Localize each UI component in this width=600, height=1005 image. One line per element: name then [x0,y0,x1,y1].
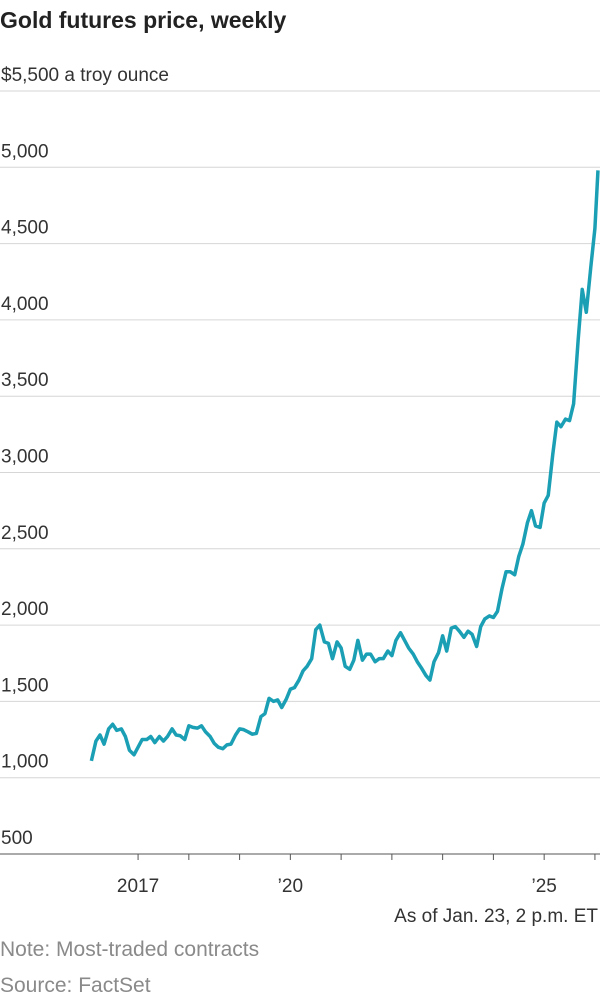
y-tick-label: 4,500 [1,218,49,239]
x-tick-label: ’20 [278,876,303,897]
chart-title: Gold futures price, weekly [0,7,287,33]
y-tick-label: 1,000 [1,752,49,773]
y-tick-label: 3,000 [1,447,49,468]
y-tick-label: 3,500 [1,370,49,391]
y-tick-label: 1,500 [1,675,49,696]
y-tick-label: 2,500 [1,523,49,544]
y-tick-label: 2,000 [1,599,49,620]
y-tick-label: 4,000 [1,294,49,315]
y-tick-label: $5,500 a troy ounce [1,65,169,86]
source: Source: FactSet [0,974,151,997]
x-tick-label: ’25 [531,876,556,897]
y-tick-label: 500 [1,828,33,849]
price-line [89,170,600,762]
annotation: As of Jan. 23, 2 p.m. ET [394,906,598,927]
y-tick-label: 5,000 [1,141,49,162]
note: Note: Most-traded contracts [0,938,259,961]
x-tick-label: 2017 [117,876,159,897]
